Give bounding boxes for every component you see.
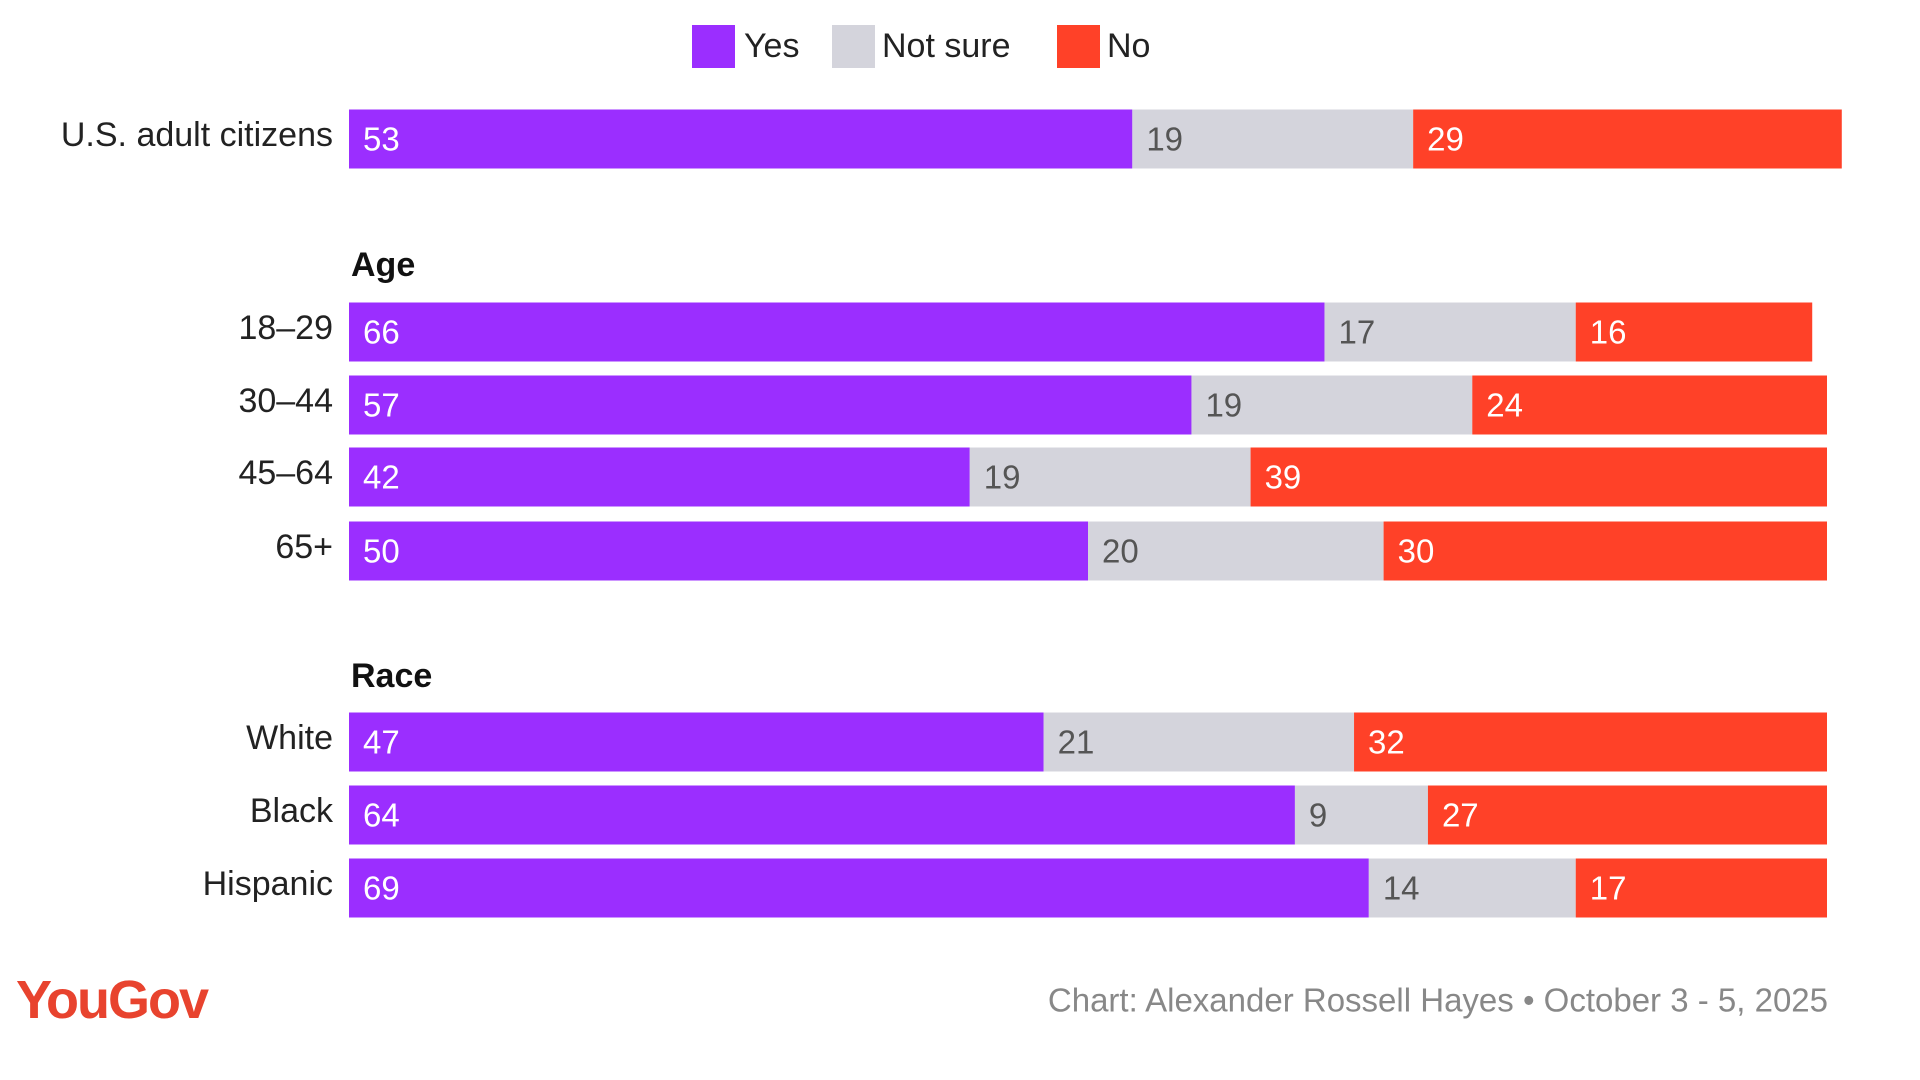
bar-segment — [1088, 521, 1384, 581]
category-label: U.S. adult citizens — [61, 116, 333, 154]
value-label: 19 — [1205, 387, 1242, 424]
value-label: 19 — [1146, 121, 1183, 158]
value-label: 39 — [1265, 459, 1302, 496]
bar-segment — [349, 447, 970, 507]
value-label: 30 — [1398, 533, 1435, 570]
bar-segment — [1575, 302, 1813, 362]
category-label: 30–44 — [238, 382, 333, 420]
bar-segment — [969, 447, 1251, 507]
legend-swatch — [832, 25, 875, 68]
value-label: 24 — [1486, 387, 1523, 424]
legend-swatch — [692, 25, 735, 68]
source: Chart: Alexander Rossell Hayes • October… — [1048, 982, 1828, 1019]
legend-label: No — [1107, 27, 1150, 65]
bar-segment — [1383, 521, 1827, 581]
value-label: 27 — [1442, 797, 1479, 834]
value-label: 21 — [1058, 724, 1095, 761]
value-label: 19 — [984, 459, 1021, 496]
bar-segment — [1294, 785, 1428, 845]
bar-segment — [349, 375, 1192, 435]
section-title: Race — [351, 657, 432, 695]
legend-label: Yes — [744, 27, 799, 65]
bar-segment — [349, 521, 1088, 581]
bar-segment — [1427, 785, 1827, 845]
value-label: 57 — [363, 387, 400, 424]
category-label: White — [246, 719, 333, 757]
value-label: 14 — [1383, 870, 1420, 907]
value-label: 9 — [1309, 797, 1327, 834]
bar-segment — [1575, 858, 1827, 918]
value-label: 50 — [363, 533, 400, 570]
bar-segment — [349, 712, 1044, 772]
bar-segment — [1354, 712, 1827, 772]
value-label: 64 — [363, 797, 400, 834]
bar-segment — [1043, 712, 1355, 772]
category-label: Black — [250, 792, 334, 830]
value-label: 17 — [1590, 870, 1627, 907]
value-label: 47 — [363, 724, 400, 761]
value-label: 66 — [363, 314, 400, 351]
value-label: 17 — [1338, 314, 1375, 351]
value-label: 69 — [363, 870, 400, 907]
value-label: 53 — [363, 121, 400, 158]
category-label: Hispanic — [203, 865, 333, 903]
category-label: 45–64 — [238, 454, 333, 492]
bar-segment — [349, 858, 1369, 918]
legend-swatch — [1057, 25, 1100, 68]
bar-segment — [1250, 447, 1827, 507]
logo: YouGov — [16, 970, 209, 1030]
section-title: Age — [351, 246, 415, 284]
value-label: 32 — [1368, 724, 1405, 761]
value-label: 29 — [1427, 121, 1464, 158]
value-label: 20 — [1102, 533, 1139, 570]
bar-segment — [1368, 858, 1576, 918]
legend-label: Not sure — [882, 27, 1011, 65]
bar-segment — [349, 302, 1325, 362]
bar-segment — [1413, 109, 1842, 169]
value-label: 42 — [363, 459, 400, 496]
bar-segment — [1132, 109, 1414, 169]
category-label: 65+ — [275, 528, 333, 566]
bar-segment — [1472, 375, 1827, 435]
bar-segment — [1191, 375, 1473, 435]
value-label: 16 — [1590, 314, 1627, 351]
bar-segment — [349, 109, 1133, 169]
bar-segment — [1324, 302, 1576, 362]
category-label: 18–29 — [238, 309, 333, 347]
bar-segment — [349, 785, 1295, 845]
